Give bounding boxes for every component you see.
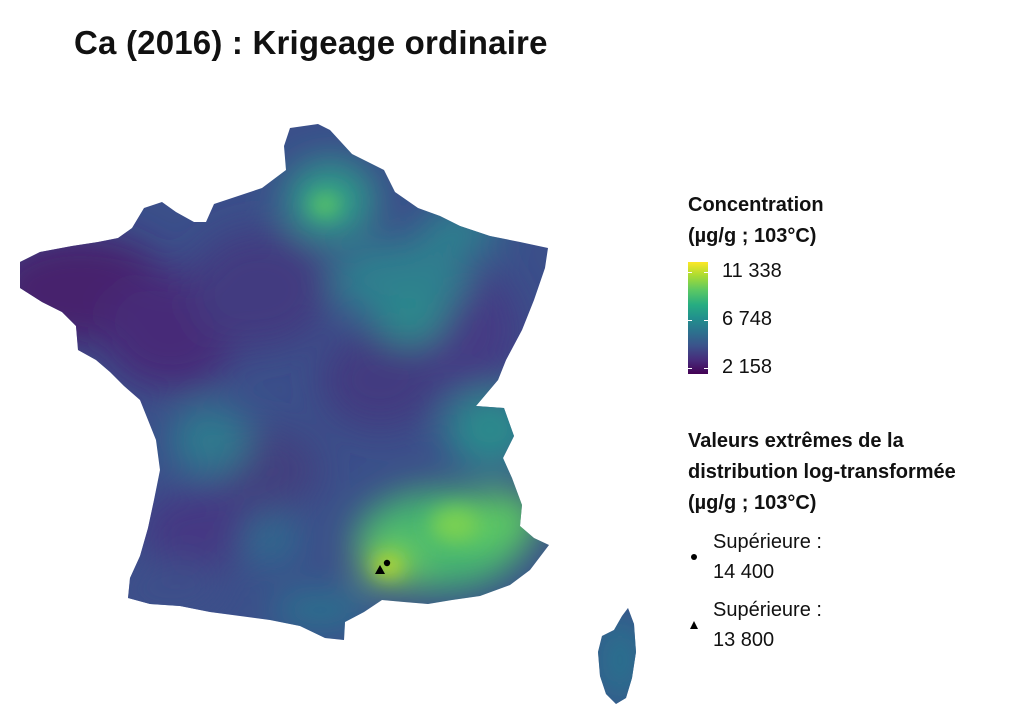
triangle-marker	[375, 565, 385, 574]
france-map	[0, 110, 660, 720]
extreme-markers	[375, 559, 391, 574]
tick-label-max: 11 338	[722, 260, 782, 282]
page-title: Ca (2016) : Krigeage ordinaire	[74, 24, 548, 61]
triangle-icon	[690, 621, 698, 629]
tick-label-min: 2 158	[722, 356, 773, 378]
kriging-surface	[20, 124, 636, 704]
extremes-legend: Valeurs extrêmes de la distribution log-…	[688, 426, 1018, 655]
legend: Concentration (µg/g ; 103°C) 11 338 6 74…	[688, 190, 1018, 655]
circle-icon	[691, 554, 697, 560]
legend-entry-triangle: Supérieure : 13 800	[688, 595, 1018, 655]
extremes-legend-title: Valeurs extrêmes de la distribution log-…	[688, 430, 956, 514]
colorbar	[688, 262, 708, 374]
concentration-legend-title: Concentration (µg/g ; 103°C)	[688, 194, 824, 247]
circle-marker	[383, 559, 391, 567]
legend-entry-circle: Supérieure : 14 400	[688, 527, 1018, 587]
tick-label-mid: 6 748	[722, 308, 773, 330]
color-scale: 11 338 6 748 2 158	[688, 260, 1018, 388]
